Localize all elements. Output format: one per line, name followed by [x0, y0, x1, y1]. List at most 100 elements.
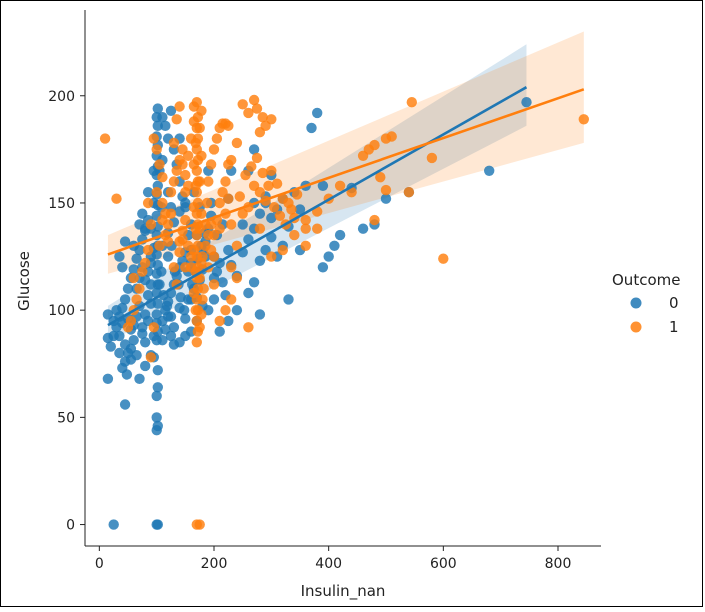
point-outcome-1 — [194, 322, 205, 333]
point-outcome-0 — [114, 330, 125, 342]
point-outcome-0 — [142, 290, 154, 301]
point-outcome-0 — [231, 305, 243, 316]
point-outcome-0 — [114, 251, 125, 262]
point-outcome-0 — [157, 335, 168, 346]
point-outcome-1 — [188, 244, 200, 256]
point-outcome-1 — [154, 240, 165, 251]
point-outcome-1 — [196, 208, 207, 219]
point-outcome-1 — [231, 137, 243, 149]
point-outcome-0 — [140, 337, 151, 348]
point-outcome-1 — [154, 159, 165, 170]
point-outcome-1 — [223, 120, 234, 131]
point-outcome-0 — [180, 313, 191, 324]
point-outcome-1 — [183, 180, 194, 191]
point-outcome-0 — [111, 305, 122, 316]
point-outcome-1 — [257, 167, 268, 179]
point-outcome-1 — [188, 159, 200, 170]
point-outcome-1 — [183, 150, 194, 161]
point-outcome-1 — [226, 154, 237, 166]
point-outcome-1 — [243, 322, 254, 333]
point-outcome-0 — [105, 341, 117, 352]
point-outcome-1 — [148, 322, 159, 333]
point-outcome-1 — [197, 294, 208, 305]
point-outcome-1 — [200, 240, 211, 251]
point-outcome-1 — [286, 204, 297, 215]
point-outcome-0 — [108, 519, 119, 530]
legend-marker-outcome-0 — [630, 297, 642, 309]
point-outcome-1 — [194, 519, 205, 530]
point-outcome-1 — [214, 197, 225, 209]
point-outcome-1 — [223, 193, 234, 204]
point-outcome-1 — [274, 210, 286, 221]
point-outcome-1 — [111, 193, 122, 204]
point-outcome-1 — [312, 223, 323, 234]
point-outcome-1 — [234, 191, 245, 202]
point-outcome-1 — [196, 105, 207, 117]
point-outcome-0 — [165, 330, 177, 342]
point-outcome-0 — [254, 255, 266, 266]
point-outcome-1 — [188, 202, 200, 213]
point-outcome-0 — [165, 311, 177, 322]
point-outcome-0 — [157, 112, 168, 123]
point-outcome-1 — [269, 202, 280, 213]
point-outcome-1 — [208, 279, 220, 290]
point-outcome-0 — [521, 97, 532, 108]
point-outcome-1 — [271, 178, 283, 189]
point-outcome-1 — [148, 133, 159, 144]
point-outcome-1 — [168, 137, 180, 149]
point-outcome-0 — [142, 187, 154, 198]
point-outcome-0 — [140, 360, 151, 372]
point-outcome-1 — [380, 184, 392, 196]
point-outcome-1 — [289, 229, 300, 241]
point-outcome-1 — [226, 262, 237, 273]
point-outcome-1 — [171, 114, 182, 125]
point-outcome-0 — [237, 219, 248, 230]
x-tick-label: 800 — [545, 556, 572, 572]
point-outcome-1 — [174, 236, 185, 247]
point-outcome-1 — [198, 283, 209, 294]
point-outcome-1 — [334, 180, 346, 191]
point-outcome-1 — [162, 236, 174, 247]
point-outcome-0 — [162, 251, 174, 262]
point-outcome-0 — [134, 373, 145, 384]
point-outcome-1 — [237, 99, 248, 110]
point-outcome-1 — [142, 197, 154, 209]
point-outcome-0 — [152, 382, 163, 393]
point-outcome-0 — [156, 266, 167, 277]
point-outcome-1 — [151, 144, 162, 155]
point-outcome-1 — [203, 229, 214, 241]
point-outcome-0 — [119, 356, 131, 367]
point-outcome-1 — [300, 240, 311, 251]
point-outcome-1 — [157, 172, 168, 183]
point-outcome-0 — [357, 223, 369, 234]
point-outcome-1 — [188, 116, 200, 127]
point-outcome-1 — [131, 294, 142, 305]
point-outcome-1 — [99, 133, 111, 144]
point-outcome-1 — [257, 112, 268, 123]
point-outcome-1 — [151, 187, 162, 198]
point-outcome-0 — [102, 373, 114, 384]
point-outcome-1 — [263, 180, 274, 191]
point-outcome-1 — [406, 97, 417, 108]
point-outcome-1 — [214, 223, 225, 234]
point-outcome-1 — [142, 244, 154, 256]
point-outcome-1 — [168, 176, 180, 187]
point-outcome-1 — [201, 197, 213, 209]
x-ticks: 0 200 400 600 800 — [95, 546, 571, 572]
point-outcome-1 — [122, 322, 134, 333]
point-outcome-1 — [266, 251, 277, 262]
point-outcome-0 — [122, 283, 134, 294]
point-outcome-0 — [151, 390, 162, 402]
y-tick-label: 200 — [48, 89, 75, 105]
point-outcome-0 — [152, 103, 163, 114]
point-outcome-1 — [197, 251, 208, 262]
point-outcome-1 — [266, 165, 277, 176]
y-ticks: 0 50 100 150 200 — [48, 89, 85, 534]
point-outcome-0 — [131, 253, 142, 264]
point-outcome-0 — [117, 262, 128, 273]
point-outcome-1 — [174, 247, 185, 258]
legend-marker-outcome-1 — [630, 321, 642, 333]
point-outcome-1 — [190, 305, 201, 316]
point-outcome-0 — [152, 120, 163, 131]
point-outcome-1 — [211, 133, 223, 144]
